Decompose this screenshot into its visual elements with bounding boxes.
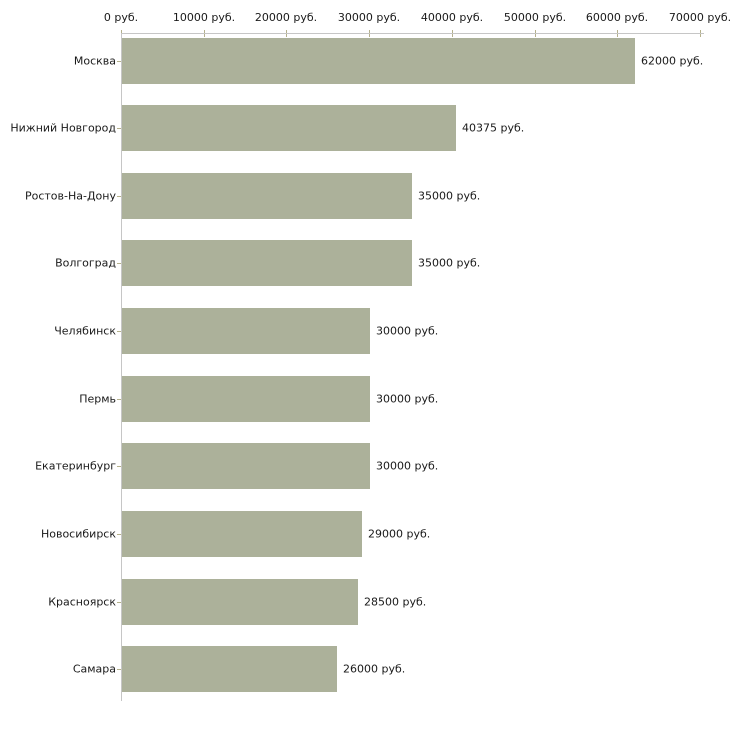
category-tick (117, 466, 121, 467)
category-label: Екатеринбург (35, 459, 116, 473)
value-label: 30000 руб. (376, 459, 439, 473)
category-label: Нижний Новгород (10, 121, 116, 135)
category-tick (117, 669, 121, 670)
bar (122, 240, 412, 286)
x-axis-tick-label: 60000 руб. (585, 11, 649, 24)
category-label: Волгоград (55, 256, 116, 270)
x-axis-tick-label: 50000 руб. (503, 11, 567, 24)
bar (122, 511, 362, 557)
category-tick (117, 602, 121, 603)
x-axis-tick-label: 20000 руб. (254, 11, 318, 24)
category-label: Пермь (79, 392, 116, 406)
bar (122, 38, 635, 84)
value-label: 62000 руб. (641, 54, 704, 67)
value-label: 30000 руб. (376, 324, 439, 338)
x-axis-tick-label: 40000 руб. (420, 11, 484, 24)
category-tick (117, 534, 121, 535)
x-axis-tick-label: 0 руб. (103, 11, 139, 24)
category-tick (117, 196, 121, 197)
x-axis-line (121, 33, 704, 34)
value-label: 40375 руб. (462, 121, 525, 135)
value-label: 29000 руб. (368, 527, 431, 541)
category-label: Красноярск (48, 595, 116, 609)
y-axis-line (121, 33, 122, 701)
value-label: 26000 руб. (343, 662, 406, 676)
category-tick (117, 331, 121, 332)
x-axis-tick-label: 30000 руб. (337, 11, 401, 24)
category-label: Новосибирск (40, 527, 116, 541)
x-axis-tick-label: 70000 руб. (668, 11, 730, 24)
x-axis-tick-label: 10000 руб. (172, 11, 236, 24)
value-label: 28500 руб. (364, 595, 427, 609)
category-tick (117, 61, 121, 62)
bar (122, 173, 412, 219)
category-label: Ростов-На-Дону (24, 189, 116, 203)
value-label: 30000 руб. (376, 392, 439, 406)
value-label: 35000 руб. (418, 189, 481, 203)
bar (122, 443, 370, 489)
category-tick (117, 399, 121, 400)
bar (122, 646, 337, 692)
category-label: Челябинск (54, 324, 116, 338)
bar (122, 105, 456, 151)
category-tick (117, 263, 121, 264)
category-label: Самара (72, 662, 116, 676)
bar (122, 376, 370, 422)
value-label: 35000 руб. (418, 256, 481, 270)
category-tick (117, 128, 121, 129)
category-label: Москва (73, 54, 116, 67)
bar (122, 579, 358, 625)
bar (122, 308, 370, 354)
